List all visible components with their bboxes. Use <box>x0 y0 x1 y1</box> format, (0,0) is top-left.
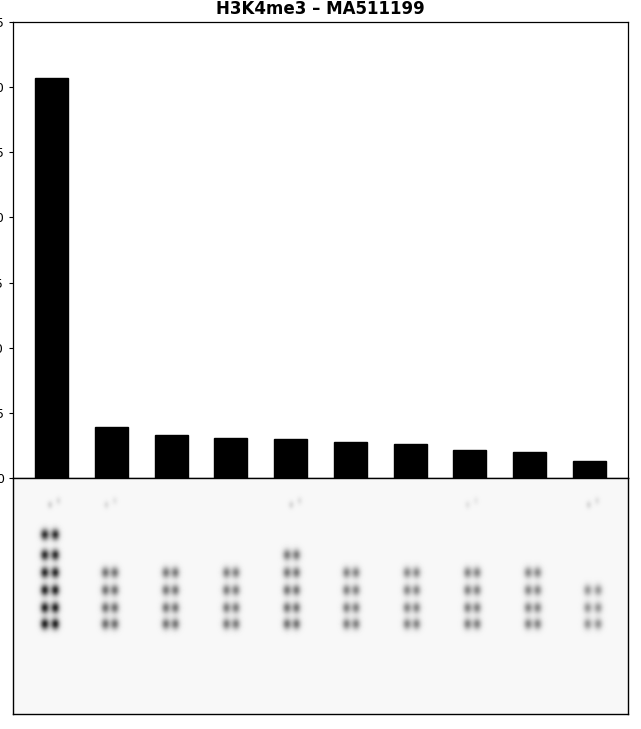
Bar <box>35 78 68 478</box>
Bar <box>453 450 487 478</box>
Title: Specificity Analysis (Multiple Peptide Average)
H3K4me3 – MA511199: Specificity Analysis (Multiple Peptide A… <box>101 0 540 17</box>
Bar <box>154 435 188 478</box>
X-axis label: Modification: Modification <box>274 564 367 580</box>
Bar <box>513 452 546 478</box>
Bar <box>95 427 128 478</box>
Bar <box>394 445 426 478</box>
Bar <box>334 442 367 478</box>
Bar <box>215 438 247 478</box>
Bar <box>274 439 307 478</box>
Bar <box>573 461 606 478</box>
